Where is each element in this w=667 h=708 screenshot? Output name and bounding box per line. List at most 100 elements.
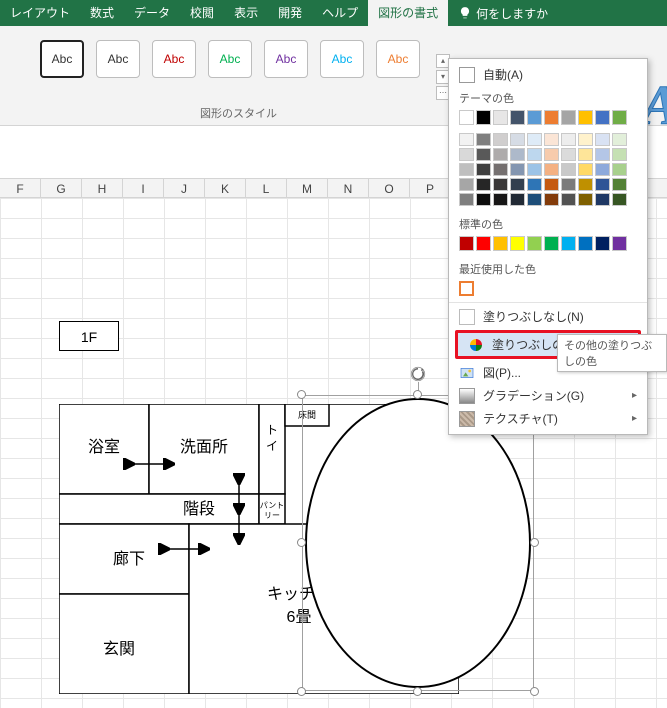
col-K[interactable]: K	[205, 179, 246, 197]
swatch[interactable]	[544, 148, 559, 161]
swatch[interactable]	[493, 236, 508, 251]
swatch[interactable]	[527, 163, 542, 176]
col-N[interactable]: N	[328, 179, 369, 197]
swatch[interactable]	[595, 236, 610, 251]
swatch[interactable]	[612, 148, 627, 161]
swatch[interactable]	[561, 133, 576, 146]
swatch[interactable]	[527, 148, 542, 161]
swatch[interactable]	[476, 193, 491, 206]
swatch[interactable]	[612, 193, 627, 206]
tab-shape-format[interactable]: 図形の書式	[368, 0, 448, 26]
swatch[interactable]	[578, 133, 593, 146]
swatch[interactable]	[578, 178, 593, 191]
swatch[interactable]	[544, 178, 559, 191]
swatch[interactable]	[476, 110, 491, 125]
label-1f[interactable]: 1F	[59, 321, 119, 351]
col-P[interactable]: P	[410, 179, 451, 197]
handle-sw[interactable]	[297, 687, 306, 696]
swatch[interactable]	[561, 178, 576, 191]
no-fill[interactable]: 塗りつぶしなし(N)	[449, 305, 647, 328]
col-M[interactable]: M	[287, 179, 328, 197]
style-swatch-7[interactable]: Abc	[376, 40, 420, 78]
swatch[interactable]	[510, 163, 525, 176]
swatch[interactable]	[612, 236, 627, 251]
tab-dev[interactable]: 開発	[268, 0, 312, 26]
swatch[interactable]	[595, 178, 610, 191]
swatch[interactable]	[510, 133, 525, 146]
swatch[interactable]	[612, 178, 627, 191]
swatch[interactable]	[493, 163, 508, 176]
swatch[interactable]	[595, 193, 610, 206]
rotate-handle[interactable]	[409, 365, 427, 383]
swatch[interactable]	[578, 163, 593, 176]
swatch[interactable]	[493, 148, 508, 161]
swatch[interactable]	[459, 163, 474, 176]
col-O[interactable]: O	[369, 179, 410, 197]
tab-data[interactable]: データ	[124, 0, 180, 26]
col-G[interactable]: G	[41, 179, 82, 197]
swatch[interactable]	[544, 163, 559, 176]
swatch[interactable]	[459, 178, 474, 191]
swatch[interactable]	[510, 178, 525, 191]
swatch[interactable]	[595, 110, 610, 125]
swatch[interactable]	[493, 133, 508, 146]
swatch[interactable]	[578, 148, 593, 161]
swatch[interactable]	[578, 110, 593, 125]
swatch[interactable]	[561, 148, 576, 161]
swatch[interactable]	[476, 178, 491, 191]
handle-w[interactable]	[297, 538, 306, 547]
handle-se[interactable]	[530, 687, 539, 696]
swatch[interactable]	[459, 193, 474, 206]
gradient-fill[interactable]: グラデーション(G) ▸	[449, 384, 647, 407]
tab-view[interactable]: 表示	[224, 0, 268, 26]
swatch[interactable]	[493, 178, 508, 191]
style-swatch-1[interactable]: Abc	[40, 40, 84, 78]
swatch[interactable]	[476, 236, 491, 251]
swatch[interactable]	[459, 236, 474, 251]
tell-me[interactable]: 何をしますか	[448, 5, 558, 22]
swatch[interactable]	[527, 193, 542, 206]
style-swatch-3[interactable]: Abc	[152, 40, 196, 78]
swatch[interactable]	[459, 148, 474, 161]
swatch[interactable]	[544, 110, 559, 125]
style-swatch-5[interactable]: Abc	[264, 40, 308, 78]
swatch[interactable]	[510, 193, 525, 206]
swatch[interactable]	[612, 110, 627, 125]
handle-n[interactable]	[413, 390, 422, 399]
swatch[interactable]	[527, 178, 542, 191]
swatch[interactable]	[476, 133, 491, 146]
recent-color-1[interactable]	[459, 281, 474, 296]
swatch[interactable]	[561, 163, 576, 176]
swatch[interactable]	[578, 193, 593, 206]
swatch[interactable]	[527, 133, 542, 146]
style-swatch-6[interactable]: Abc	[320, 40, 364, 78]
col-L[interactable]: L	[246, 179, 287, 197]
tab-layout[interactable]: レイアウト	[0, 0, 80, 26]
col-J[interactable]: J	[164, 179, 205, 197]
swatch[interactable]	[510, 148, 525, 161]
style-swatch-2[interactable]: Abc	[96, 40, 140, 78]
swatch[interactable]	[510, 236, 525, 251]
handle-nw[interactable]	[297, 390, 306, 399]
swatch[interactable]	[493, 110, 508, 125]
swatch[interactable]	[476, 148, 491, 161]
swatch[interactable]	[493, 193, 508, 206]
swatch[interactable]	[544, 133, 559, 146]
swatch[interactable]	[578, 236, 593, 251]
swatch[interactable]	[595, 133, 610, 146]
swatch[interactable]	[561, 193, 576, 206]
selected-ellipse[interactable]	[302, 395, 534, 691]
swatch[interactable]	[595, 148, 610, 161]
swatch[interactable]	[612, 163, 627, 176]
tab-help[interactable]: ヘルプ	[312, 0, 368, 26]
swatch[interactable]	[510, 110, 525, 125]
tab-formula[interactable]: 数式	[80, 0, 124, 26]
swatch[interactable]	[561, 236, 576, 251]
handle-e[interactable]	[530, 538, 539, 547]
style-swatch-4[interactable]: Abc	[208, 40, 252, 78]
swatch[interactable]	[527, 110, 542, 125]
col-I[interactable]: I	[123, 179, 164, 197]
swatch[interactable]	[595, 163, 610, 176]
col-F[interactable]: F	[0, 179, 41, 197]
auto-fill[interactable]: 自動(A)	[449, 63, 647, 86]
